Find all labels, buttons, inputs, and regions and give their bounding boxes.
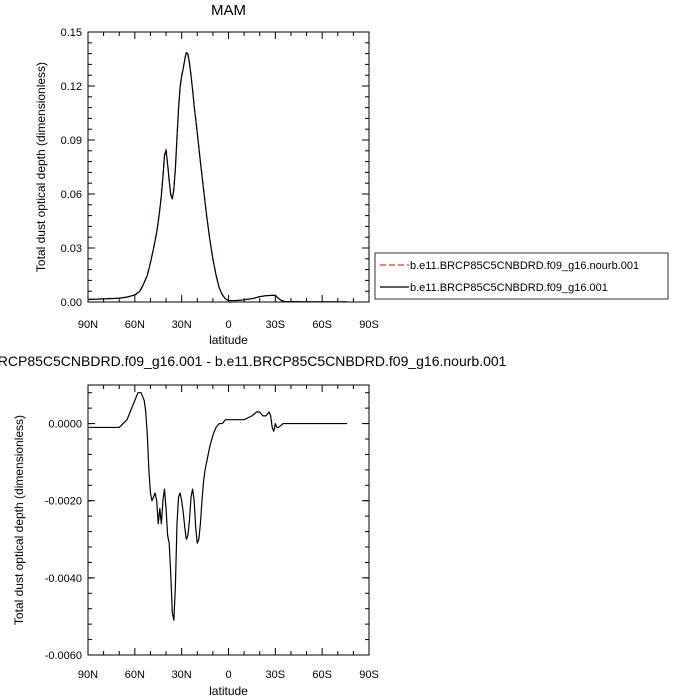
- panel1-y-tick-label: 0.00: [61, 297, 82, 309]
- panel1-x-tick-label: 30N: [172, 319, 192, 331]
- panel1-series-line-2: [87, 51, 348, 303]
- panel1-x-tick-label: 90N: [78, 319, 98, 331]
- panel1-series-line-1: [87, 51, 348, 303]
- panel1-x-tick-label: 60S: [312, 319, 332, 331]
- panel2-x-tick-label: 60S: [312, 669, 332, 681]
- legend-box: [374, 252, 669, 300]
- panel1-chart-title: MAM: [211, 2, 246, 19]
- legend-entry-2: b.e11.BRCP85C5CNBDRD.f09_g16.001: [410, 282, 608, 294]
- panel2-y-tick-label: -0.0060: [45, 650, 82, 662]
- panel1-y-tick-label: 0.06: [61, 189, 82, 201]
- panel1-y-tick-label: 0.03: [61, 243, 82, 255]
- panel1-y-tick-label: 0.12: [61, 81, 82, 93]
- panel1-x-tick-label: 30S: [266, 319, 286, 331]
- panel2-y-tick-label: 0.0000: [48, 419, 82, 431]
- panel1-x-tick-label: 0: [225, 319, 231, 331]
- legend-entry-1: b.e11.BRCP85C5CNBDRD.f09_g16.nourb.001: [410, 260, 639, 272]
- panel1-y-tick-label: 0.15: [61, 27, 82, 39]
- panel2-series-line-1: [88, 392, 348, 621]
- panel2-y-axis-label: Total dust optical depth (dimensionless): [12, 415, 26, 625]
- panel1-plot-frame: [87, 31, 370, 303]
- panel2-y-tick-label: -0.0040: [45, 573, 82, 585]
- panel2-x-tick-label: 0: [225, 669, 231, 681]
- panel1-x-tick-label: 90S: [359, 319, 379, 331]
- panel2-x-tick-label: 30N: [172, 669, 192, 681]
- panel1-y-tick-label: 0.09: [61, 135, 82, 147]
- panel2-chart-title: b.e11.BRCP85C5CNBDRD.f09_g16.001 - b.e11…: [0, 353, 507, 369]
- panel1-x-tick-label: 60N: [125, 319, 145, 331]
- panel2-y-tick-label: -0.0020: [45, 496, 82, 508]
- panel2-plot-frame: [87, 384, 370, 656]
- panel2-x-tick-label: 60N: [125, 669, 145, 681]
- panel1-x-axis-label: latitude: [209, 333, 248, 347]
- panel2-x-tick-label: 90N: [78, 669, 98, 681]
- panel2-x-axis-label: latitude: [209, 684, 248, 698]
- panel1-y-axis-label: Total dust optical depth (dimensionless): [34, 62, 48, 272]
- panel2-x-tick-label: 30S: [266, 669, 286, 681]
- panel2-x-tick-label: 90S: [359, 669, 379, 681]
